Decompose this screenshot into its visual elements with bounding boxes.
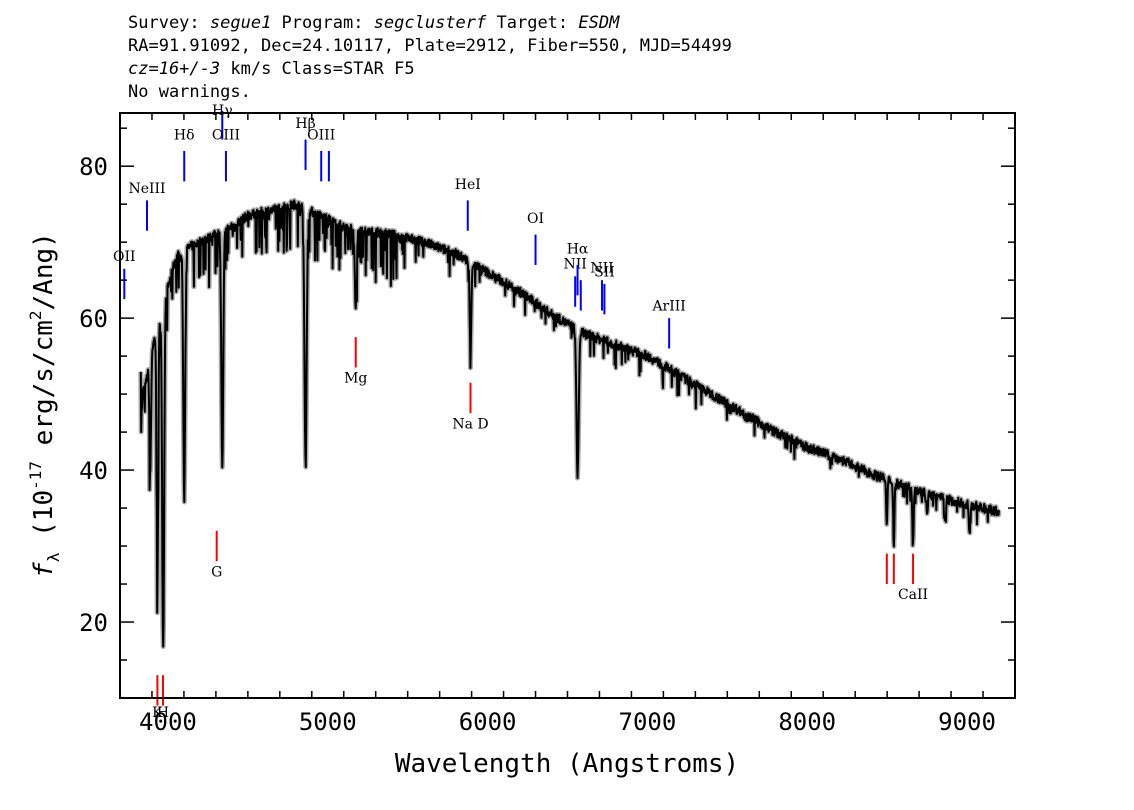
y-tick-label: 60 (79, 305, 108, 333)
y-axis-label: fλ (10-17 erg/s/cm2/Ang) (26, 232, 63, 578)
program-label: Program: (271, 13, 374, 33)
emission-line-label: NeIII (128, 181, 165, 197)
y-tick-label: 80 (79, 153, 108, 181)
class-value: km/s Class=STAR F5 (220, 59, 415, 79)
x-axis-label: Wavelength (Angstroms) (395, 749, 739, 779)
absorption-line-label: Na D (452, 416, 488, 432)
header-line-warnings: No warnings. (128, 82, 251, 102)
spectrum-header: Survey: segue1 Program: segclusterf Targ… (128, 12, 732, 104)
absorption-line-label: K (152, 705, 163, 721)
x-tick-label: 6000 (459, 708, 517, 736)
x-tick-label: 5000 (299, 708, 357, 736)
absorption-line-label: H (157, 705, 169, 721)
header-line-survey: Survey: segue1 Program: segclusterf Targ… (128, 12, 732, 35)
emission-line-label: SII (594, 264, 615, 280)
emission-line-label: HeI (455, 177, 481, 193)
survey-label: Survey: (128, 13, 210, 33)
header-line-redshift: cz=16+/-3 km/s Class=STAR F5 (128, 58, 732, 81)
x-tick-label: 7000 (619, 708, 677, 736)
y-tick-label: 20 (79, 609, 108, 637)
emission-line-label: NII (564, 257, 587, 273)
emission-line-label: Hβ (295, 116, 315, 132)
survey-value: segue1 (209, 13, 272, 33)
cz-value: cz=16+/-3 (128, 59, 221, 79)
program-value: segclusterf (373, 13, 487, 33)
emission-line-label: Hδ (174, 128, 195, 144)
absorption-line-label: CaII (898, 587, 928, 603)
spectrum-series (139, 199, 1000, 648)
header-line-coordinates: RA=91.91092, Dec=24.10117, Plate=2912, F… (128, 36, 732, 56)
emission-line-label: OIII (212, 128, 240, 144)
emission-line-label: Hα (567, 242, 589, 258)
emission-line-label: OI (527, 211, 544, 227)
x-tick-label: 4000 (139, 708, 197, 736)
absorption-line-label: G (211, 564, 222, 580)
x-tick-label: 8000 (778, 708, 836, 736)
absorption-line-label: Mg (344, 371, 367, 387)
target-value: ESDM (578, 13, 620, 33)
x-tick-label: 9000 (938, 708, 996, 736)
emission-line-label: OIII (307, 128, 335, 144)
axes-layer: 4000 5000 6000 7000 8000 9000 20 40 60 80 (79, 112, 1016, 736)
plot-frame (119, 112, 1016, 699)
line-markers-layer: OIINeIIIHδHγOIIIHβOIIIHeIOINIIHαNIISIIAr… (113, 103, 928, 721)
emission-line-label: Hγ (212, 103, 233, 119)
target-label: Target: (486, 13, 579, 33)
emission-line-label: ArIII (651, 299, 685, 315)
spectrum-layer (139, 199, 1000, 648)
y-tick-label: 40 (79, 457, 108, 485)
emission-line-label: OII (113, 249, 136, 265)
emission-line-label: NII (590, 261, 613, 277)
